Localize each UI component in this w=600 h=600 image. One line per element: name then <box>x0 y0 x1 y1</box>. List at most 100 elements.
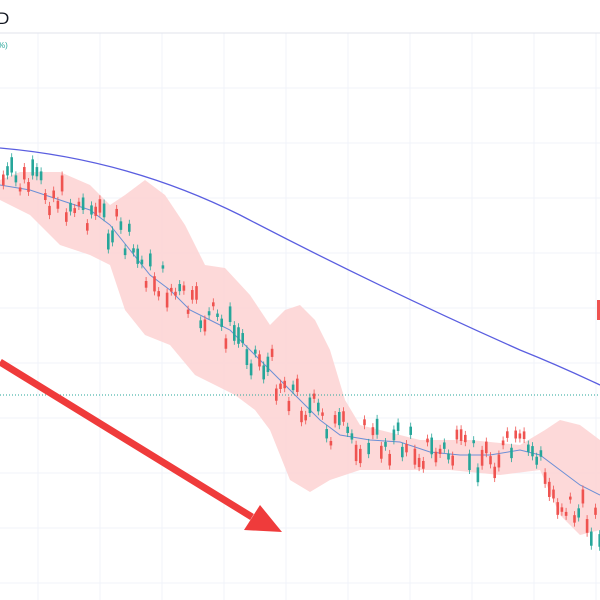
candle-body <box>233 325 236 341</box>
candle-body <box>279 383 282 389</box>
candle-body <box>380 445 383 459</box>
candle-body <box>60 175 64 192</box>
symbol: D <box>0 9 9 28</box>
top-bar <box>0 0 600 33</box>
candle-body <box>464 434 467 443</box>
candle-body <box>199 320 202 329</box>
candle-body <box>459 429 463 441</box>
candle-body <box>18 187 22 192</box>
candle-body <box>115 208 118 217</box>
candle-body <box>245 349 249 365</box>
candle-body <box>304 414 307 421</box>
candle-body <box>39 171 43 181</box>
candle-body <box>522 431 526 440</box>
candle-body <box>560 507 564 512</box>
candle-body <box>27 182 30 192</box>
candle-body <box>480 449 484 466</box>
candle-body <box>174 291 177 296</box>
candle-body <box>300 410 303 423</box>
candle-body <box>455 429 459 440</box>
candle-body <box>384 441 387 447</box>
candle-body <box>123 248 127 256</box>
candle-body <box>31 159 34 176</box>
candle-body <box>262 365 265 380</box>
candle-body <box>552 489 555 499</box>
candle-body <box>417 457 421 468</box>
candle-body <box>426 438 429 443</box>
candle-body <box>102 203 106 218</box>
candle-body <box>359 448 362 464</box>
candle-body <box>325 429 328 439</box>
candle-body <box>497 454 501 468</box>
candle-body <box>527 444 530 452</box>
candle-body <box>111 230 114 243</box>
candle-body <box>564 511 568 516</box>
candle-body <box>585 519 589 533</box>
candle-body <box>375 418 379 435</box>
candle-body <box>69 202 72 212</box>
candle-body <box>485 441 488 454</box>
candle-body <box>170 287 173 292</box>
candle-body <box>422 460 425 469</box>
candles <box>2 153 600 551</box>
candle-body <box>119 221 123 230</box>
candle-body <box>291 384 295 391</box>
candle-body <box>338 411 341 426</box>
candle-body <box>270 348 274 357</box>
candle-body <box>409 426 412 435</box>
candle-body <box>539 450 543 457</box>
candle-body <box>451 455 454 466</box>
candle-body <box>287 400 291 412</box>
candle-body <box>6 166 9 176</box>
candle-body <box>98 199 102 213</box>
candle-body <box>443 442 446 449</box>
candle-body <box>430 437 433 455</box>
candle-body <box>363 419 366 426</box>
candle-body <box>514 430 517 439</box>
candle-body <box>266 356 270 373</box>
candle-body <box>476 467 480 483</box>
candle-body <box>569 496 572 500</box>
candle-body <box>296 378 299 392</box>
candle-body <box>161 265 165 269</box>
candle-body <box>367 442 370 455</box>
candle-body <box>590 531 593 546</box>
candle-body <box>249 363 253 376</box>
arrow-head <box>244 505 282 532</box>
candle-body <box>506 431 509 438</box>
candle-body <box>48 205 51 216</box>
candle-body <box>10 157 13 173</box>
candle-body <box>140 259 144 265</box>
candle-body <box>81 197 85 211</box>
candle-body <box>94 206 97 216</box>
candle-body <box>594 507 597 515</box>
candle-body <box>598 534 600 547</box>
candle-body <box>216 313 219 317</box>
candle-body <box>312 393 316 399</box>
candle-body <box>212 302 215 307</box>
candle-body <box>237 327 240 344</box>
candle-body <box>317 402 320 412</box>
candle-body <box>128 223 131 232</box>
candle-body <box>186 309 190 314</box>
candle-body <box>535 456 538 465</box>
candle-body <box>413 448 417 465</box>
candle-body <box>346 426 349 433</box>
trend-arrow <box>0 359 282 532</box>
candle-body <box>224 338 228 349</box>
candle-body <box>329 440 333 446</box>
candle-body <box>207 311 211 316</box>
candle-body <box>518 433 522 439</box>
arrow-shaft <box>0 359 254 520</box>
candle-body <box>182 285 186 291</box>
candle-body <box>388 453 391 466</box>
candle-body <box>371 427 375 436</box>
candle-body <box>90 205 93 215</box>
candle-body <box>44 193 47 201</box>
candle-body <box>35 167 39 177</box>
candle-body <box>178 284 181 292</box>
candle-body <box>581 489 585 504</box>
candle-body <box>275 388 278 401</box>
candle-body <box>195 286 198 300</box>
